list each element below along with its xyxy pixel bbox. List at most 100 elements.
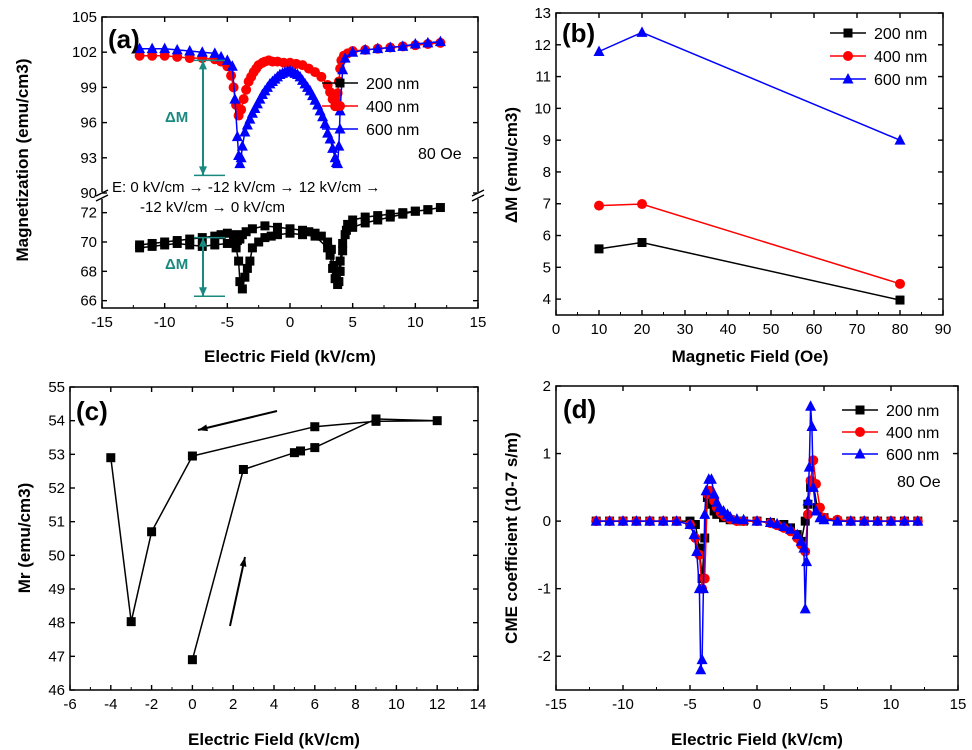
data-point xyxy=(272,222,282,232)
data-point xyxy=(731,513,743,524)
x-tick-label: -10 xyxy=(612,696,634,713)
data-point xyxy=(235,151,247,163)
data-point xyxy=(800,516,810,526)
data-point xyxy=(801,555,813,567)
x-tick-label: 10 xyxy=(407,314,424,331)
x-tick-label: -4 xyxy=(104,696,117,713)
x-tick-label: 20 xyxy=(634,321,651,338)
data-point xyxy=(272,230,282,240)
axis-break-gap xyxy=(94,192,112,199)
data-point xyxy=(360,212,370,222)
data-point xyxy=(845,515,857,526)
data-point xyxy=(146,42,158,54)
data-point xyxy=(147,241,157,251)
panel-label: (a) xyxy=(108,24,140,54)
data-point xyxy=(310,228,320,238)
data-point xyxy=(348,215,358,225)
plot-frame xyxy=(69,386,479,691)
data-point xyxy=(160,240,170,250)
data-point xyxy=(134,42,146,54)
legend-marker xyxy=(855,405,865,415)
data-point xyxy=(184,45,196,56)
data-point xyxy=(802,494,814,506)
data-point xyxy=(341,225,351,235)
data-point xyxy=(241,84,252,95)
x-axis-title: Magnetic Field (Oe) xyxy=(672,347,829,366)
data-point xyxy=(332,157,344,169)
data-point xyxy=(684,518,696,529)
data-point xyxy=(245,256,255,266)
panel-a: -15 -10 -5 0 5 10 15 90 93 96 99 102 105 66 68 70 72 ΔM ΔM… xyxy=(13,9,486,366)
data-point xyxy=(310,443,320,453)
legend-marker xyxy=(855,427,865,437)
data-point xyxy=(594,244,604,254)
data-point xyxy=(221,54,233,65)
data-point xyxy=(135,243,145,253)
data-point xyxy=(266,231,276,241)
data-point xyxy=(872,515,884,526)
y-tick-label: 11 xyxy=(535,69,551,86)
legend-label: 400 nm xyxy=(366,99,419,116)
legend-marker xyxy=(843,28,853,38)
x-tick-label: 70 xyxy=(849,321,866,338)
data-point xyxy=(398,209,408,219)
series-line-0 xyxy=(596,482,918,579)
data-point xyxy=(912,515,924,526)
x-tick-label: 90 xyxy=(935,321,952,338)
legend-label: 400 nm xyxy=(886,425,939,442)
legend-marker xyxy=(842,73,854,84)
arrowhead xyxy=(199,287,207,297)
panel-label: (b) xyxy=(562,18,595,48)
data-point xyxy=(697,582,709,594)
data-point xyxy=(187,451,197,461)
y-tick-label: -1 xyxy=(538,581,551,598)
data-point xyxy=(240,272,250,282)
data-point xyxy=(238,464,248,474)
data-point xyxy=(885,515,897,526)
arrowhead xyxy=(199,60,207,70)
data-point xyxy=(807,481,819,492)
data-point xyxy=(617,515,629,526)
x-tick-label: -6 xyxy=(63,696,76,713)
data-point xyxy=(700,484,712,496)
y-tick-label: 0 xyxy=(543,513,551,530)
y-tick-label: 66 xyxy=(80,293,97,310)
x-tick-label: -5 xyxy=(221,314,234,331)
data-point xyxy=(338,238,348,248)
data-point xyxy=(409,37,421,49)
delta-m-label: ΔM xyxy=(165,109,188,126)
data-point xyxy=(210,231,220,241)
data-point xyxy=(818,513,830,525)
x-tick-label: 15 xyxy=(470,314,487,331)
data-point xyxy=(348,222,358,232)
arrowhead xyxy=(239,557,247,567)
data-point xyxy=(260,233,270,243)
data-point xyxy=(432,416,442,426)
data-point xyxy=(147,50,158,61)
legend-marker xyxy=(334,123,346,134)
y-tick-label: 4 xyxy=(543,291,551,308)
y-tick-label: 8 xyxy=(543,164,551,181)
data-point xyxy=(310,422,320,432)
data-point xyxy=(751,515,763,526)
data-point xyxy=(347,46,359,57)
y-tick-label: 51 xyxy=(48,514,65,531)
data-point xyxy=(331,269,341,279)
data-point xyxy=(688,528,700,540)
y-tick-label: 96 xyxy=(80,115,97,132)
x-tick-label: -5 xyxy=(683,696,696,713)
x-tick-label: 4 xyxy=(270,696,278,713)
y-tick-label: 70 xyxy=(80,234,97,251)
legend-marker xyxy=(335,101,345,111)
data-point xyxy=(319,117,331,129)
data-point xyxy=(304,227,314,237)
x-tick-label: -15 xyxy=(91,314,113,331)
data-point xyxy=(360,218,370,228)
data-point xyxy=(637,199,647,210)
y-tick-label: 6 xyxy=(543,228,551,245)
data-point xyxy=(254,237,264,247)
data-point xyxy=(699,573,710,584)
data-point xyxy=(630,515,642,526)
data-point xyxy=(705,473,717,484)
data-point xyxy=(234,256,244,266)
